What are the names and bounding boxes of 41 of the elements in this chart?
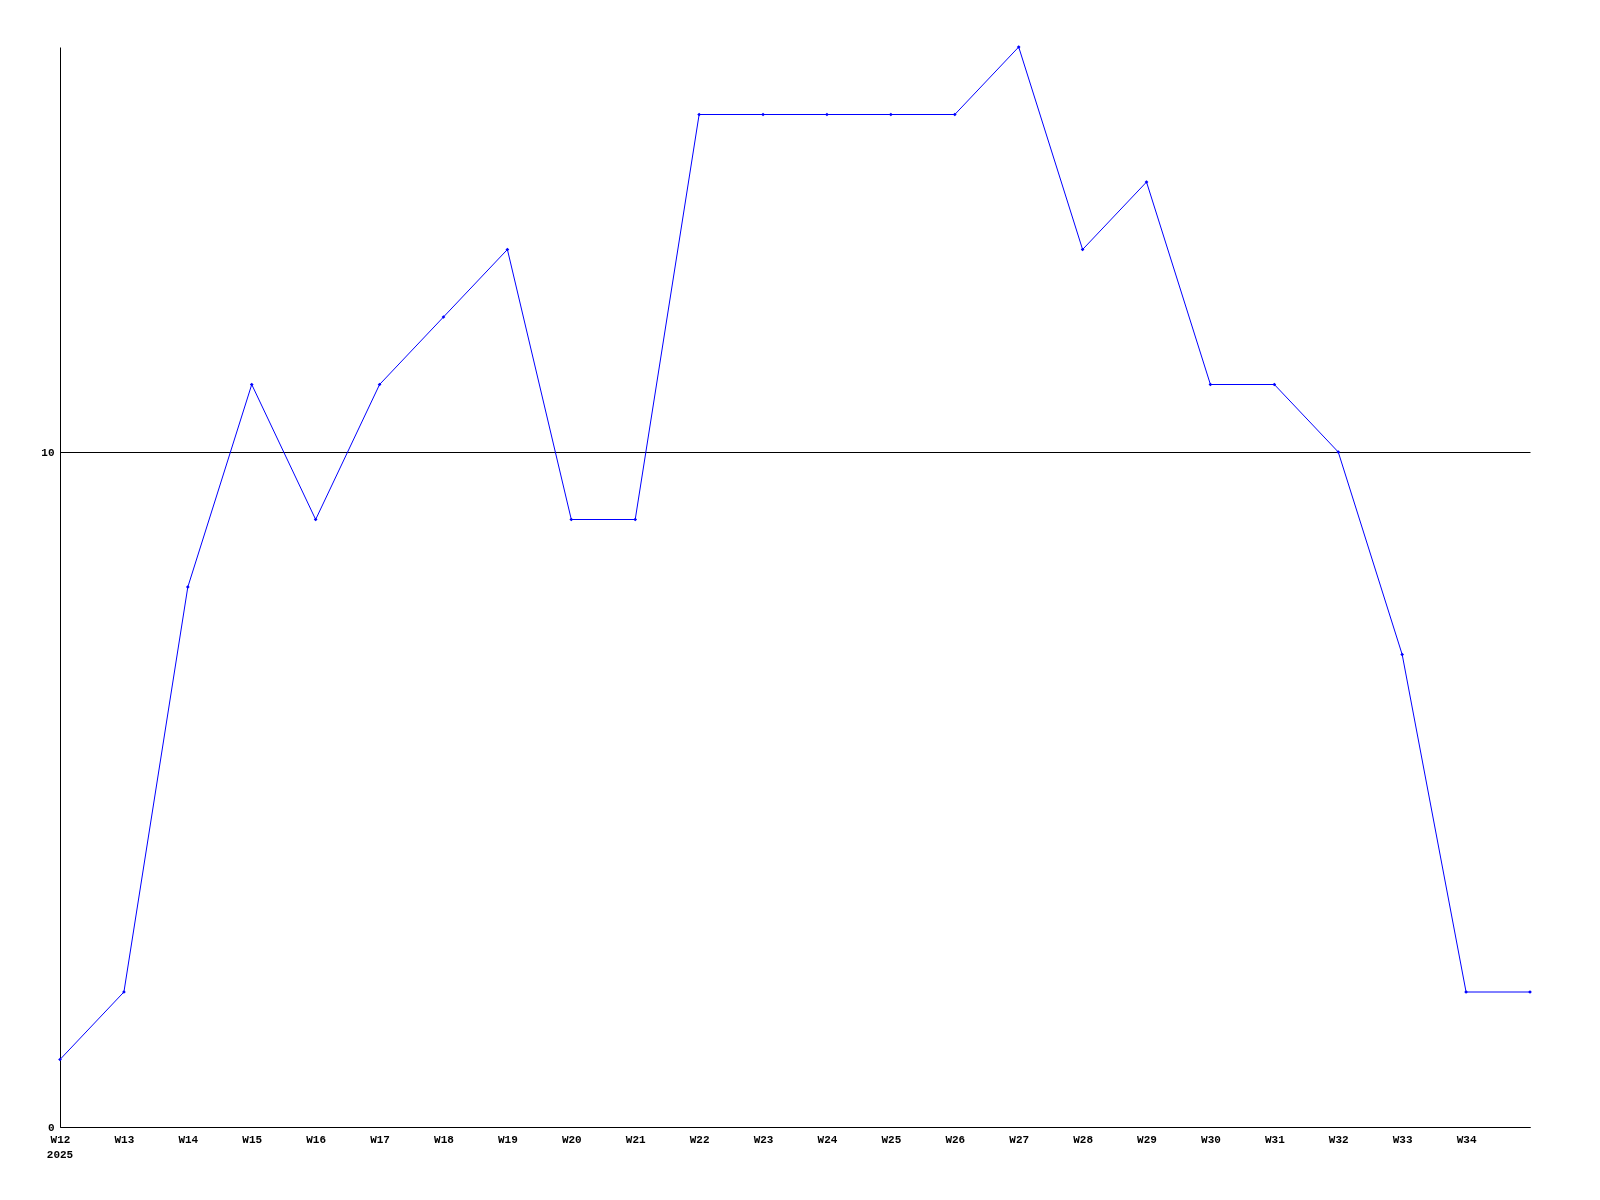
x-tick-label: W17 xyxy=(370,1133,390,1146)
line-series xyxy=(58,45,1532,1062)
x-tick-label: W29 xyxy=(1137,1133,1157,1146)
point xyxy=(58,1057,62,1062)
x-tick-label: W13 xyxy=(114,1133,135,1146)
point xyxy=(249,382,254,387)
x-tick-label: W15 xyxy=(242,1133,263,1146)
point xyxy=(1400,652,1405,657)
x-tick-label: W20 xyxy=(561,1133,582,1146)
x-tick-label: W12 xyxy=(50,1133,71,1146)
text: 2025 xyxy=(46,1149,74,1161)
x-tick-label: W16 xyxy=(306,1133,327,1146)
x-tick-label: W21 xyxy=(625,1133,647,1146)
x-tick-label: W25 xyxy=(881,1133,902,1146)
x-tick-label: W33 xyxy=(1392,1133,1413,1146)
y-tick-label: 0 xyxy=(47,1121,55,1134)
point xyxy=(633,517,638,522)
x-tick-label: W34 xyxy=(1456,1133,1477,1146)
x-tick-label: W19 xyxy=(497,1133,518,1146)
point xyxy=(313,517,318,522)
point xyxy=(952,112,957,117)
x-tick-label: W24 xyxy=(817,1133,838,1146)
x-tick-label: W32 xyxy=(1328,1133,1349,1146)
x-tick-label: W30 xyxy=(1201,1133,1221,1146)
point xyxy=(185,585,190,589)
point xyxy=(1272,382,1277,387)
x-tick-label: W31 xyxy=(1264,1133,1286,1146)
point xyxy=(697,112,701,117)
x-tick-label: W28 xyxy=(1073,1133,1094,1146)
y-tick-label: 10 xyxy=(41,446,55,459)
point xyxy=(1016,45,1021,49)
x-tick-label: W26 xyxy=(945,1133,966,1146)
x-tick-label: W23 xyxy=(753,1133,774,1146)
x-tick-label: W22 xyxy=(689,1133,710,1146)
point xyxy=(1144,180,1149,184)
point xyxy=(441,315,446,319)
point xyxy=(569,517,574,522)
point xyxy=(1336,450,1341,454)
x-tick-label: W14 xyxy=(178,1133,199,1146)
x-tick-label: W27 xyxy=(1009,1133,1030,1146)
x-tick-label: W18 xyxy=(434,1133,455,1146)
